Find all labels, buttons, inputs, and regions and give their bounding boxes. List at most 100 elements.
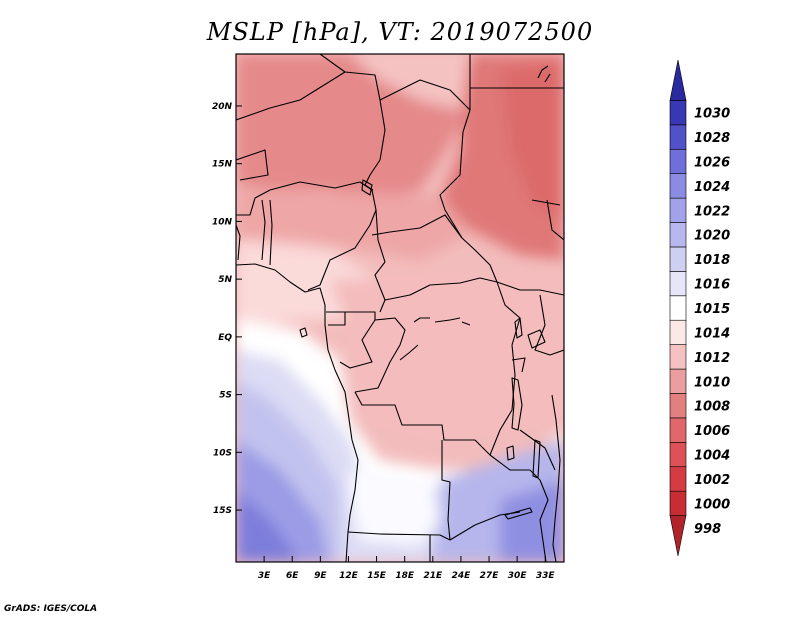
chart-title: MSLP [hPa], VT: 2019072500	[206, 18, 594, 46]
y-tick-label: 10S	[213, 448, 232, 458]
border-libya-sudan	[379, 79, 471, 133]
colorbar-segment	[669, 173, 687, 199]
border-eq-guinea	[326, 311, 346, 326]
border-drc-east	[474, 281, 521, 456]
x-tick-label: 12E	[339, 571, 359, 581]
colorbar-triangle-high	[669, 59, 687, 101]
field-congo-mid	[330, 270, 564, 440]
lake-victoria	[527, 329, 546, 349]
colorbar-label: 1000	[694, 497, 730, 512]
colorbar-label: 1004	[694, 449, 730, 464]
border-angola-zambia	[441, 440, 451, 541]
colorbar-segment	[669, 466, 687, 492]
border-benin-nigeria	[269, 199, 273, 266]
border-niger-nigeria	[269, 181, 373, 191]
border-east-sudan	[546, 199, 564, 241]
colorbar-segment	[669, 100, 687, 126]
x-tick-label: 15E	[367, 571, 387, 581]
y-tick-label: 10N	[212, 217, 233, 227]
y-tick-label: 15N	[212, 160, 233, 170]
lake-malawi	[532, 439, 541, 479]
y-tick-label: EQ	[218, 333, 232, 343]
border-tanzania-zambia	[519, 429, 556, 471]
colorbar-segment	[669, 368, 687, 394]
plot-frame	[235, 53, 565, 563]
colorbar-triangle-low	[669, 515, 687, 557]
colorbar-label: 998	[694, 522, 721, 537]
y-tick-label: 5N	[218, 275, 232, 285]
colorbar: 998 1000 1002 1004 1006 1008 1010 1012 1014 1015 1…	[669, 59, 730, 557]
footer-credit: GrADS: IGES/COLA	[4, 604, 98, 614]
y-axis: 20N 15N 10N 5N EQ 5S 10S 15S	[212, 102, 242, 516]
colorbar-label: 1014	[694, 326, 730, 341]
border-burkina-ghana	[236, 189, 271, 216]
colorbar-segment	[669, 393, 687, 419]
colorbar-segment	[669, 124, 687, 150]
border-cameroon-car	[374, 261, 386, 313]
coast-east-africa	[551, 394, 561, 562]
border-uganda-kenya	[534, 294, 564, 356]
colorbar-segment	[669, 344, 687, 370]
colorbar-segment	[669, 197, 687, 223]
x-tick-label: 18E	[395, 571, 415, 581]
colorbar-label: 1026	[694, 155, 730, 170]
colorbar-label: 1006	[694, 424, 730, 439]
colorbar-label: 1002	[694, 473, 730, 488]
border-chad-sudan	[439, 131, 464, 239]
lake-kariba	[504, 507, 533, 520]
colorbar-label: 1008	[694, 400, 730, 415]
colorbar-label: 1020	[694, 229, 730, 244]
colorbar-label: 1022	[694, 204, 730, 219]
colorbar-label: 1010	[694, 375, 730, 390]
colorbar-segment	[669, 246, 687, 272]
colorbar-label: 1016	[694, 278, 730, 293]
field-sahel-mid	[236, 190, 470, 260]
field-sudan-core	[500, 60, 564, 220]
x-tick-label: 6E	[286, 571, 299, 581]
border-south-sudan-ethiopia	[531, 199, 561, 206]
border-gabon-congo	[339, 311, 376, 369]
colorbar-segment	[669, 295, 687, 321]
x-tick-label: 24E	[452, 571, 472, 581]
country-borders	[236, 54, 564, 562]
x-tick-label: 30E	[508, 571, 528, 581]
border-drc-angola	[354, 391, 475, 441]
colorbar-label: 1018	[694, 253, 730, 268]
colorbar-segment	[669, 222, 687, 248]
x-axis: 3E 6E 9E 12E 15E 18E 21E 24E 27E 30E 33E	[258, 556, 556, 581]
x-tick-label: 21E	[423, 571, 443, 581]
colorbar-segment	[669, 417, 687, 443]
border-car-south	[384, 277, 498, 301]
x-tick-label: 9E	[314, 571, 327, 581]
colorbar-label: 1030	[694, 107, 730, 122]
colorbar-label: 1024	[694, 180, 730, 195]
coast-west-africa	[236, 263, 359, 562]
field-angola-white	[350, 470, 440, 545]
x-tick-label: 27E	[480, 571, 500, 581]
border-cameroon-chad	[375, 209, 386, 263]
field-southwest-deepest	[236, 490, 300, 562]
x-tick-label: 33E	[536, 571, 556, 581]
border-mozambique	[539, 479, 549, 562]
border-ghana-togo	[236, 224, 241, 261]
y-tick-label: 20N	[212, 102, 233, 112]
colorbar-segment	[669, 148, 687, 174]
border-congo-drc	[354, 317, 406, 393]
colorbar-segment	[669, 442, 687, 468]
border-chad-car	[371, 214, 463, 239]
coast-bioko	[299, 327, 308, 338]
field-sahara-pale	[350, 54, 470, 110]
colorbar-label: 1028	[694, 131, 730, 146]
border-angola-namibia	[347, 531, 451, 541]
border-niger-north	[236, 71, 346, 121]
border-togo-benin	[261, 199, 266, 261]
border-algeria-libya	[319, 54, 386, 161]
border-mali-niger	[236, 149, 269, 181]
lake-mweru	[506, 445, 515, 461]
colorbar-label: 1012	[694, 351, 730, 366]
lake-tanganyika	[511, 377, 523, 431]
lake-chad	[361, 179, 373, 196]
y-tick-label: 5S	[219, 391, 232, 401]
x-tick-label: 3E	[258, 571, 271, 581]
